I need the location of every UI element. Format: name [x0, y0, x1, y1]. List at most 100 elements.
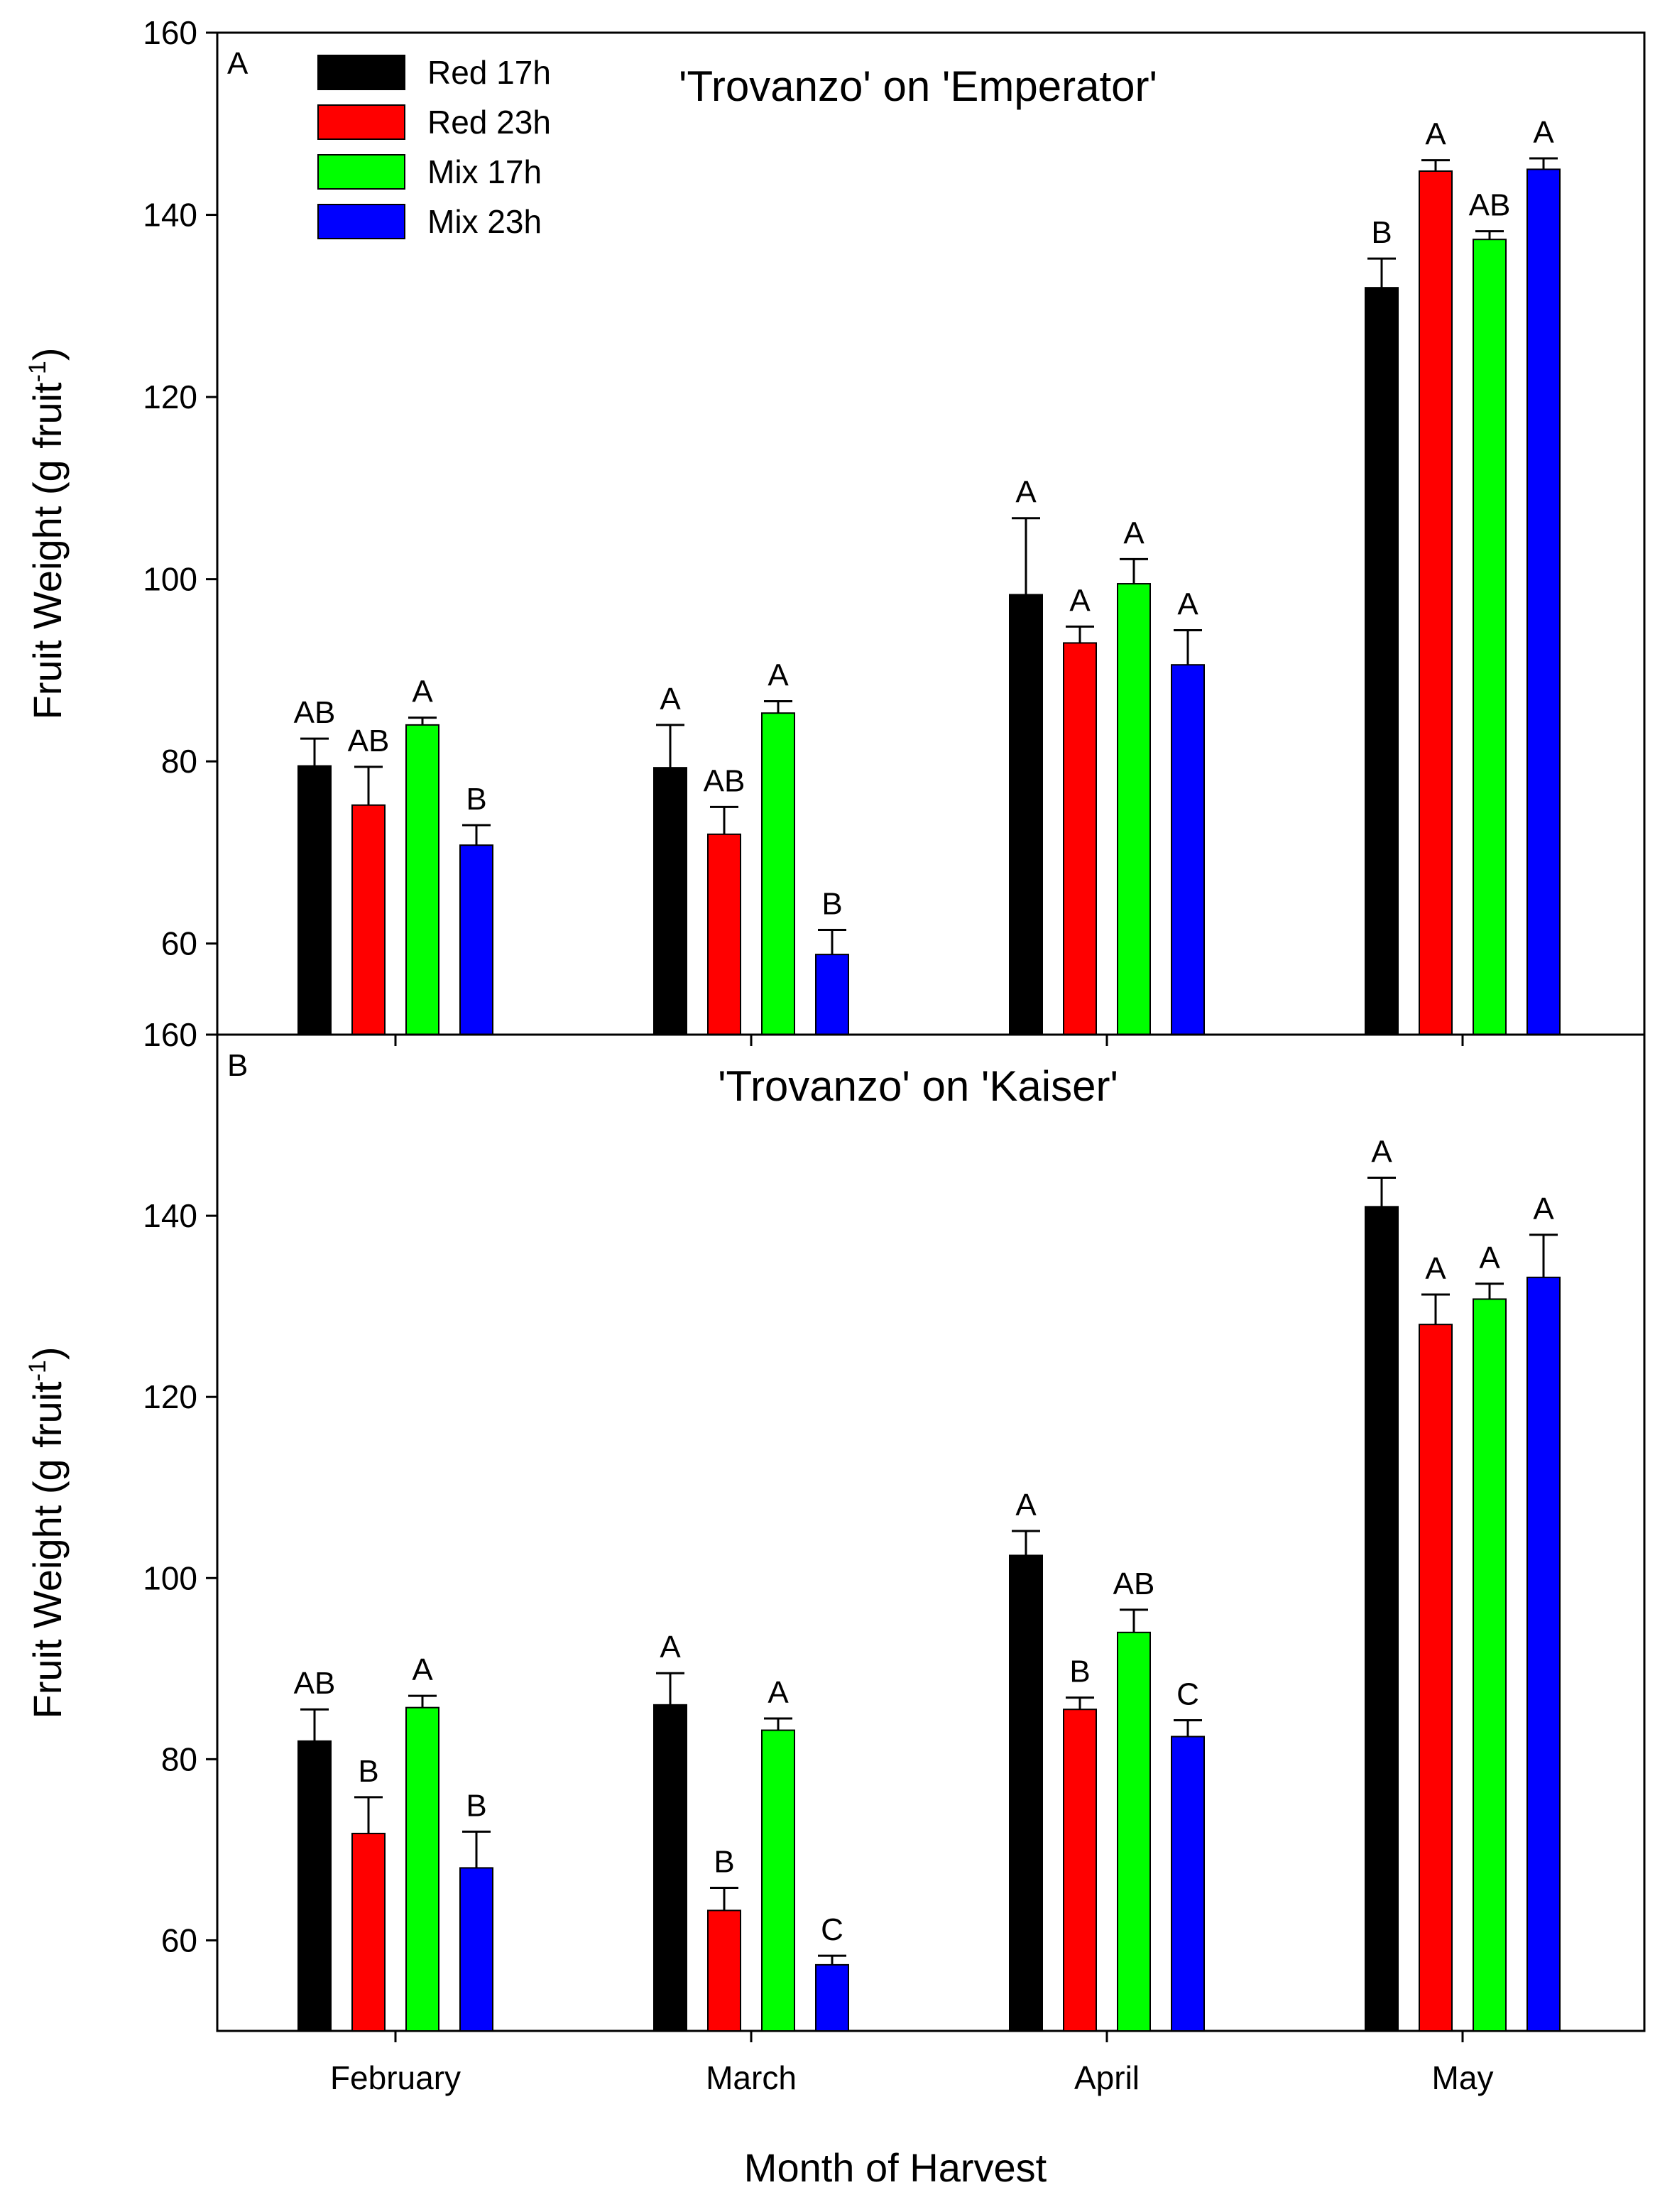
- legend-label: Red 23h: [427, 104, 551, 141]
- x-tick-label: March: [706, 2059, 797, 2096]
- y-tick-label: 160: [143, 14, 197, 51]
- x-tick-label: April: [1074, 2059, 1140, 2096]
- x-tick-label: May: [1432, 2059, 1494, 2096]
- significance-label: A: [1015, 1488, 1037, 1522]
- significance-label: A: [1425, 1251, 1446, 1286]
- bar: [761, 1729, 795, 2032]
- bar: [405, 724, 439, 1035]
- significance-label: B: [1069, 1655, 1090, 1689]
- legend-swatch: [317, 204, 405, 239]
- bar: [459, 1867, 493, 2032]
- bar: [297, 1740, 332, 2032]
- significance-label: B: [466, 782, 486, 817]
- y-tick-label: 140: [143, 197, 197, 234]
- significance-label: AB: [1469, 188, 1511, 223]
- significance-label: B: [1371, 215, 1392, 250]
- bar: [707, 833, 741, 1036]
- panel-letter: A: [227, 46, 248, 81]
- bar: [761, 712, 795, 1035]
- legend-label: Mix 23h: [427, 203, 542, 240]
- significance-label: A: [1533, 115, 1554, 150]
- bar: [1526, 1276, 1561, 2032]
- y-axis-title: Fruit Weight (g fruit-1): [24, 1347, 70, 1719]
- legend-swatch: [317, 55, 405, 90]
- significance-label: A: [1479, 1241, 1500, 1275]
- bar: [351, 1832, 386, 2032]
- significance-label: A: [1015, 475, 1037, 510]
- significance-label: A: [412, 1652, 433, 1687]
- bar: [1419, 170, 1453, 1036]
- y-tick-label: 80: [161, 743, 197, 780]
- chart-title: 'Trovanzo' on 'Kaiser': [718, 1062, 1118, 1110]
- significance-label: B: [466, 1788, 486, 1823]
- significance-label: A: [768, 658, 789, 693]
- significance-label: A: [1425, 117, 1446, 152]
- significance-label: A: [768, 1675, 789, 1710]
- chart-title: 'Trovanzo' on 'Emperator': [679, 62, 1157, 110]
- significance-label: AB: [348, 724, 390, 758]
- bar: [459, 844, 493, 1036]
- bar: [1473, 1298, 1507, 2032]
- bar: [1117, 583, 1151, 1035]
- bar: [1063, 1709, 1097, 2032]
- legend: Red 17h Red 23h Mix 17h Mix 23h: [317, 54, 551, 240]
- legend-swatch: [317, 104, 405, 140]
- y-tick-label: 60: [161, 1922, 197, 1958]
- significance-label: AB: [1113, 1567, 1155, 1601]
- panel-letter: B: [227, 1048, 248, 1083]
- significance-label: A: [1371, 1135, 1392, 1170]
- bar: [653, 767, 687, 1035]
- significance-label: A: [412, 675, 433, 709]
- bar: [707, 1909, 741, 2032]
- significance-label: B: [714, 1844, 734, 1879]
- legend-label: Red 17h: [427, 54, 551, 91]
- x-tick-label: February: [330, 2059, 461, 2096]
- plot-frame: [216, 1033, 1646, 2032]
- significance-label: A: [1069, 583, 1091, 618]
- significance-label: A: [1533, 1192, 1554, 1226]
- legend-swatch: [317, 154, 405, 190]
- significance-label: AB: [294, 1666, 336, 1701]
- bar: [1063, 642, 1097, 1035]
- bar: [815, 954, 849, 1035]
- significance-label: A: [660, 682, 681, 717]
- y-tick-label: 80: [161, 1740, 197, 1777]
- y-tick-label: 160: [143, 1016, 197, 1053]
- bar: [1526, 168, 1561, 1036]
- bar: [1365, 1206, 1399, 2032]
- significance-label: C: [821, 1912, 843, 1947]
- x-axis-title: Month of Harvest: [744, 2145, 1047, 2190]
- y-tick-label: 120: [143, 378, 197, 415]
- bar: [1009, 594, 1043, 1035]
- bar: [1419, 1324, 1453, 2032]
- bar: [653, 1704, 687, 2032]
- significance-label: B: [821, 886, 842, 921]
- y-tick-label: 100: [143, 1559, 197, 1596]
- bar: [1171, 664, 1205, 1035]
- bar: [1117, 1631, 1151, 2032]
- bar: [1365, 287, 1399, 1035]
- bar: [405, 1706, 439, 2032]
- y-tick-label: 60: [161, 925, 197, 962]
- significance-label: C: [1176, 1677, 1199, 1712]
- significance-label: A: [1123, 516, 1145, 550]
- bar: [1009, 1554, 1043, 2032]
- y-tick-label: 140: [143, 1197, 197, 1234]
- bar: [351, 804, 386, 1035]
- bar: [297, 765, 332, 1035]
- significance-label: AB: [294, 695, 336, 730]
- y-axis-title: Fruit Weight (g fruit-1): [24, 348, 70, 720]
- significance-label: A: [1177, 587, 1198, 621]
- bar: [815, 1963, 849, 2032]
- y-tick-label: 100: [143, 561, 197, 598]
- bar: [1171, 1736, 1205, 2032]
- legend-label: Mix 17h: [427, 153, 542, 190]
- significance-label: B: [358, 1754, 378, 1789]
- significance-label: AB: [704, 763, 745, 798]
- bar: [1473, 239, 1507, 1035]
- y-tick-label: 120: [143, 1378, 197, 1415]
- significance-label: A: [660, 1630, 681, 1665]
